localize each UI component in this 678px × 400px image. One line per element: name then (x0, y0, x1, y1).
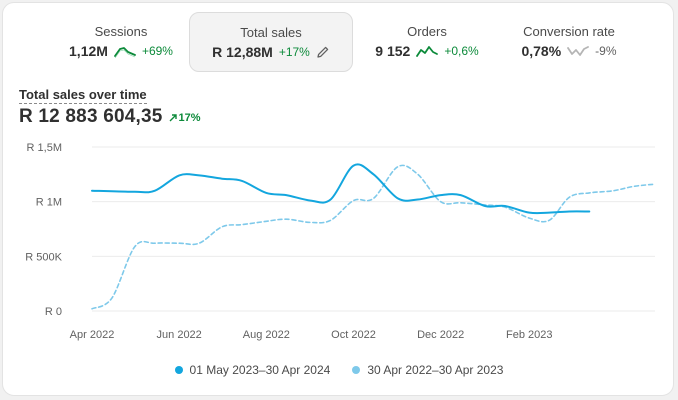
y-tick-label: R 1M (36, 197, 62, 209)
x-tick-label: Feb 2023 (506, 329, 552, 341)
metric-value: 1,12M (69, 43, 108, 59)
metric-orders[interactable]: Orders 9 152 +0,6% (353, 12, 501, 72)
total-change-value: 17% (178, 112, 201, 124)
chart-legend: 01 May 2023–30 Apr 2024 30 Apr 2022–30 A… (3, 363, 675, 377)
sparkline-down-icon (567, 46, 590, 56)
sparkline-up-icon (114, 47, 136, 58)
series-line-previous (91, 164, 656, 310)
metric-total-sales[interactable]: Total sales R 12,88M +17% (189, 12, 353, 72)
chart-title[interactable]: Total sales over time (19, 87, 147, 104)
x-tick-label: Aug 2022 (243, 329, 290, 341)
metric-change: +69% (141, 44, 173, 58)
legend-item-previous[interactable]: 30 Apr 2022–30 Apr 2023 (352, 363, 503, 377)
metric-value: R 12,88M (212, 44, 273, 60)
metric-change: +0,6% (444, 44, 479, 58)
y-tick-label: R 1,5M (27, 142, 62, 154)
metric-label: Orders (407, 24, 447, 39)
legend-label: 01 May 2023–30 Apr 2024 (189, 363, 331, 377)
legend-item-current[interactable]: 01 May 2023–30 Apr 2024 (174, 363, 331, 377)
legend-dot (352, 366, 361, 374)
total-row: R 12 883 604,35 17% (19, 106, 201, 128)
line-chart: R 0 R 500K R 1M R 1,5M Apr 2022 Jun 2022 Aug … (25, 142, 656, 341)
x-tick-label: Dec 2022 (417, 329, 464, 341)
metric-sessions[interactable]: Sessions 1,12M +69% (53, 12, 189, 72)
metric-change: +17% (278, 45, 310, 59)
metric-label: Sessions (94, 24, 148, 39)
chart-series (91, 163, 656, 310)
series-line-current (91, 163, 591, 215)
x-axis: Apr 2022 Jun 2022 Aug 2022 Oct 2022 Dec 2022… (70, 329, 553, 341)
total-value: R 12 883 604,35 (19, 106, 163, 127)
y-tick-label: R 500K (25, 251, 62, 263)
metric-value: 0,78% (521, 43, 562, 59)
metrics-bar: Sessions 1,12M +69% Total sales R 12,88M… (3, 3, 675, 75)
x-tick-label: Jun 2022 (157, 329, 202, 341)
total-change: 17% (169, 112, 201, 124)
metric-label: Conversion rate (523, 24, 615, 39)
sparkline-up-icon (416, 46, 439, 57)
metric-value: 9 152 (375, 43, 411, 59)
x-tick-label: Apr 2022 (70, 329, 115, 341)
legend-label: 30 Apr 2022–30 Apr 2023 (367, 363, 504, 377)
sales-card: Sessions 1,12M +69% Total sales R 12,88M… (2, 2, 674, 396)
y-tick-label: R 0 (45, 306, 62, 318)
x-tick-label: Oct 2022 (331, 329, 376, 341)
arrow-up-right-icon (169, 114, 177, 122)
legend-dot (174, 366, 183, 374)
metric-label: Total sales (240, 25, 302, 40)
metric-conversion-rate[interactable]: Conversion rate 0,78% -9% (501, 12, 637, 72)
metric-change: -9% (595, 44, 617, 58)
pencil-icon[interactable] (316, 45, 330, 59)
y-axis: R 0 R 500K R 1M R 1,5M (25, 142, 62, 318)
chart-grid (92, 146, 655, 312)
